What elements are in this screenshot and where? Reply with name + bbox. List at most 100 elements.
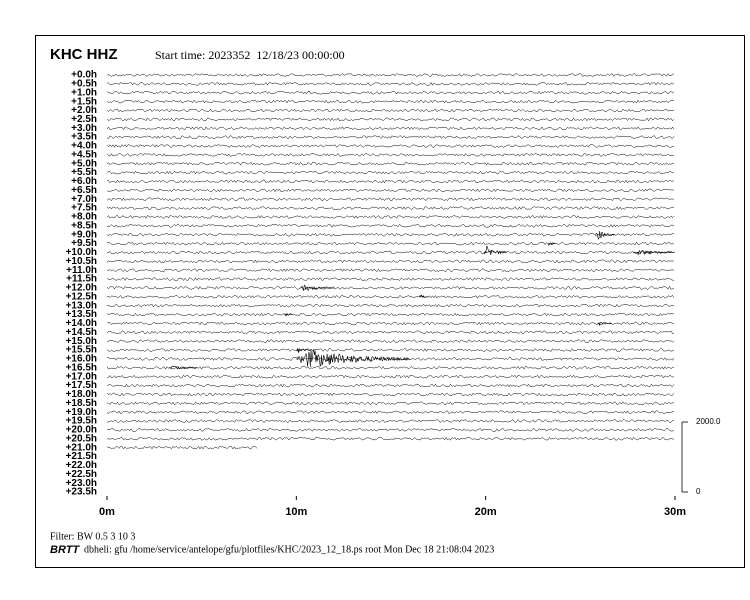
row-label: +0.0h	[71, 70, 97, 81]
event	[419, 294, 429, 299]
row-label: +13.0h	[66, 300, 97, 311]
row-label: +21.0h	[66, 442, 97, 453]
row-label: +6.5h	[71, 185, 97, 196]
row-label: +3.0h	[71, 123, 97, 134]
row-label: +10.5h	[66, 256, 97, 267]
row-label: +21.5h	[66, 451, 97, 462]
row-label: +6.0h	[71, 176, 97, 187]
trace	[106, 339, 675, 343]
trace	[106, 117, 675, 122]
row-label: +3.5h	[71, 132, 97, 143]
trace	[106, 295, 675, 299]
row-label: +14.0h	[66, 318, 97, 329]
row-label: +20.5h	[66, 433, 97, 444]
row-label: +8.0h	[71, 212, 97, 223]
row-label: +19.0h	[66, 407, 97, 418]
trace	[106, 241, 675, 246]
trace	[106, 365, 675, 370]
trace	[106, 161, 675, 166]
event	[595, 231, 615, 240]
row-label: +19.5h	[66, 416, 97, 427]
event	[284, 313, 293, 317]
trace	[106, 135, 675, 139]
event	[296, 348, 312, 353]
trace	[106, 277, 675, 281]
row-label: +12.5h	[66, 291, 97, 302]
trace	[106, 348, 675, 352]
row-label: +16.5h	[66, 362, 97, 373]
row-label: +10.0h	[66, 247, 97, 258]
row-label: +15.5h	[66, 345, 97, 356]
trace	[107, 179, 675, 184]
row-label: +23.5h	[66, 487, 97, 498]
row-label: +15.0h	[66, 336, 97, 347]
row-label: +14.5h	[66, 327, 97, 338]
event	[169, 365, 198, 370]
trace	[106, 303, 675, 308]
scale-label: 0	[696, 487, 701, 496]
trace	[106, 410, 675, 414]
trace	[106, 99, 675, 104]
trace	[106, 330, 674, 335]
trace	[106, 259, 675, 264]
event	[483, 245, 507, 255]
x-tick-label: 30m	[664, 506, 686, 518]
row-label: +8.5h	[71, 220, 97, 231]
trace	[106, 392, 675, 397]
row-label: +5.0h	[71, 158, 97, 169]
trace	[106, 312, 675, 317]
trace	[106, 126, 675, 131]
trace	[106, 436, 675, 441]
row-label: +7.0h	[71, 194, 97, 205]
scale-label: 2000.0	[696, 417, 721, 426]
chart-title: KHC HHZ	[50, 46, 118, 63]
trace	[106, 250, 675, 255]
frame	[35, 35, 745, 568]
event	[300, 284, 334, 292]
trace	[106, 108, 675, 113]
trace	[106, 285, 675, 290]
row-label: +23.0h	[66, 478, 97, 489]
trace	[106, 153, 675, 157]
x-tick-label: 0m	[99, 506, 115, 518]
trace	[106, 321, 675, 326]
trace	[106, 206, 675, 210]
row-label: +11.5h	[66, 274, 97, 285]
trace	[106, 170, 675, 175]
row-label: +16.0h	[66, 354, 97, 365]
x-tick-label: 20m	[475, 506, 497, 518]
trace	[106, 383, 675, 388]
row-label: +1.5h	[71, 96, 97, 107]
filter-note: Filter: BW 0.5 3 10 3	[50, 531, 135, 542]
trace	[106, 90, 675, 95]
row-label: +11.0h	[66, 265, 97, 276]
trace	[106, 374, 675, 379]
row-label: +1.0h	[71, 87, 97, 98]
x-tick-label: 10m	[285, 506, 307, 518]
trace	[106, 81, 675, 86]
row-label: +0.5h	[71, 79, 97, 90]
row-label: +4.0h	[71, 141, 97, 152]
row-label: +9.0h	[71, 229, 97, 240]
trace	[106, 215, 675, 219]
trace	[107, 357, 675, 361]
row-label: +9.5h	[71, 238, 97, 249]
trace	[106, 445, 258, 450]
trace	[106, 188, 675, 193]
trace	[106, 73, 675, 77]
row-label: +18.5h	[66, 398, 97, 409]
trace	[106, 232, 675, 237]
row-label: +22.5h	[66, 469, 97, 480]
event	[547, 242, 556, 246]
row-label: +22.0h	[66, 460, 97, 471]
row-label: +4.5h	[71, 149, 97, 160]
trace	[107, 268, 675, 273]
trace	[106, 419, 675, 423]
footer-note: dbheli: gfu /home/service/antelope/gfu/p…	[84, 544, 494, 555]
trace	[106, 223, 674, 228]
trace	[106, 197, 675, 202]
trace	[107, 401, 675, 406]
trace	[106, 144, 675, 148]
row-label: +2.0h	[71, 105, 97, 116]
